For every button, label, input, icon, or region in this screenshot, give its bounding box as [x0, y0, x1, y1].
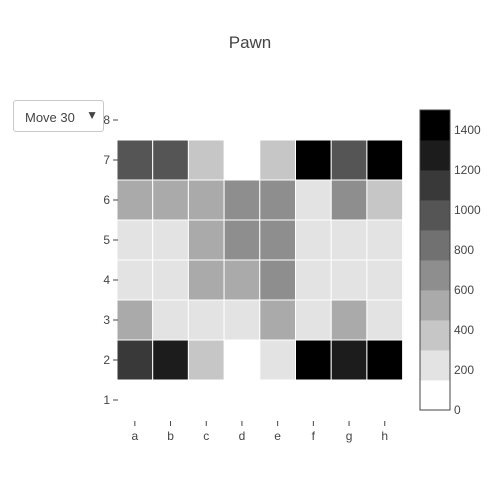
heatmap-cell-e5 — [259, 219, 296, 261]
heatmap-cell-c4 — [187, 259, 225, 301]
triangle-down-icon: ▼ — [86, 108, 98, 122]
heatmap-cell-c6 — [187, 179, 225, 221]
heatmap-cell-g7 — [330, 139, 368, 181]
heatmap-cell-g3 — [330, 299, 368, 341]
colorbar-bin — [420, 140, 450, 171]
colorbar-bin — [420, 200, 450, 231]
heatmap-cell-a3 — [116, 299, 154, 341]
y-tick-label: 8 — [103, 113, 110, 127]
y-tick-label: 4 — [103, 273, 110, 287]
heatmap-cell-b6 — [152, 179, 189, 221]
chart-title: Pawn — [228, 33, 272, 52]
colorbar-bin — [420, 290, 450, 321]
heatmap-cell-f6 — [295, 179, 332, 221]
x-tick-label: f — [312, 429, 316, 443]
colorbar-tick-label: 200 — [454, 363, 474, 377]
y-tick-label: 1 — [103, 393, 110, 407]
colorbar: 0 200 400 600 800 1000 1200 1400 — [419, 109, 481, 417]
heatmap-cell-c3 — [187, 299, 225, 341]
heatmap-cell-h4 — [366, 259, 404, 301]
heatmap-cell-e6 — [259, 179, 296, 221]
heatmap-cell-h3 — [366, 299, 404, 341]
heatmap-cell-e7 — [259, 139, 296, 181]
x-axis: a b c d e f g h — [132, 421, 388, 443]
heatmap-cell-a2 — [116, 339, 154, 381]
y-tick-label: 7 — [103, 153, 110, 167]
heatmap-cell-e2 — [259, 339, 296, 381]
heatmap-cell-f5 — [295, 219, 332, 261]
heatmap-cell-h6 — [366, 179, 404, 221]
heatmap-cell-f4 — [295, 259, 332, 301]
colorbar-tick-label: 1400 — [454, 123, 481, 137]
heatmap-cell-d3 — [223, 299, 261, 341]
x-tick-label: d — [239, 429, 246, 443]
heatmap-cell-h2 — [366, 339, 404, 381]
heatmap-cell-a5 — [116, 219, 154, 261]
colorbar-tick-label: 1200 — [454, 163, 481, 177]
heatmap-cell-c2 — [187, 339, 225, 381]
move-dropdown-label: Move 30 — [25, 110, 75, 125]
colorbar-frame — [419, 109, 451, 411]
colorbar-tick-label: 400 — [454, 323, 474, 337]
heatmap-cell-c5 — [187, 219, 225, 261]
heatmap-cell-f2 — [295, 339, 332, 381]
heatmap-cell-h7 — [366, 139, 404, 181]
y-tick-label: 3 — [103, 313, 110, 327]
colorbar-bin — [420, 380, 450, 411]
heatmap-cell-b3 — [152, 299, 189, 341]
x-tick-label: a — [132, 429, 139, 443]
colorbar-bin — [420, 350, 450, 381]
colorbar-tick-label: 0 — [454, 403, 461, 417]
heatmap-cell-d5 — [223, 219, 261, 261]
heatmap-cell-d4 — [223, 259, 261, 301]
x-tick-label: e — [274, 429, 281, 443]
heatmap-cell-e4 — [259, 259, 296, 301]
heatmap-cell-a4 — [116, 259, 154, 301]
y-tick-label: 2 — [103, 353, 110, 367]
colorbar-bin — [420, 230, 450, 261]
heatmap-cell-d6 — [223, 179, 261, 221]
x-tick-label: b — [167, 429, 174, 443]
heatmap-cell-e3 — [259, 299, 296, 341]
heatmap-cell-b4 — [152, 259, 189, 301]
y-axis: 1 2 3 4 5 6 7 8 — [103, 113, 118, 407]
colorbar-bin — [420, 320, 450, 351]
heatmap-cell-b2 — [152, 339, 189, 381]
heatmap-cell-h5 — [366, 219, 404, 261]
heatmap-cell-f3 — [295, 299, 332, 341]
colorbar-tick-label: 600 — [454, 283, 474, 297]
colorbar-bin — [420, 170, 450, 201]
heatmap-cell-c7 — [187, 139, 225, 181]
move-dropdown[interactable]: Move 30 ▼ — [13, 100, 104, 132]
heatmap-cells — [116, 139, 404, 381]
heatmap-cell-b5 — [152, 219, 189, 261]
heatmap-cell-a7 — [116, 139, 154, 181]
heatmap-cell-g4 — [330, 259, 368, 301]
y-tick-label: 5 — [103, 233, 110, 247]
heatmap-cell-g2 — [330, 339, 368, 381]
colorbar-bin — [420, 260, 450, 291]
x-tick-label: h — [381, 429, 388, 443]
heatmap-cell-b7 — [152, 139, 189, 181]
colorbar-tick-label: 800 — [454, 243, 474, 257]
heatmap-cell-a6 — [116, 179, 154, 221]
heatmap-cell-g5 — [330, 219, 368, 261]
x-tick-label: c — [203, 429, 209, 443]
colorbar-tick-label: 1000 — [454, 203, 481, 217]
x-tick-label: g — [346, 429, 353, 443]
y-tick-label: 6 — [103, 193, 110, 207]
colorbar-bin — [420, 110, 450, 141]
heatmap-cell-f7 — [295, 139, 332, 181]
heatmap-cell-g6 — [330, 179, 368, 221]
